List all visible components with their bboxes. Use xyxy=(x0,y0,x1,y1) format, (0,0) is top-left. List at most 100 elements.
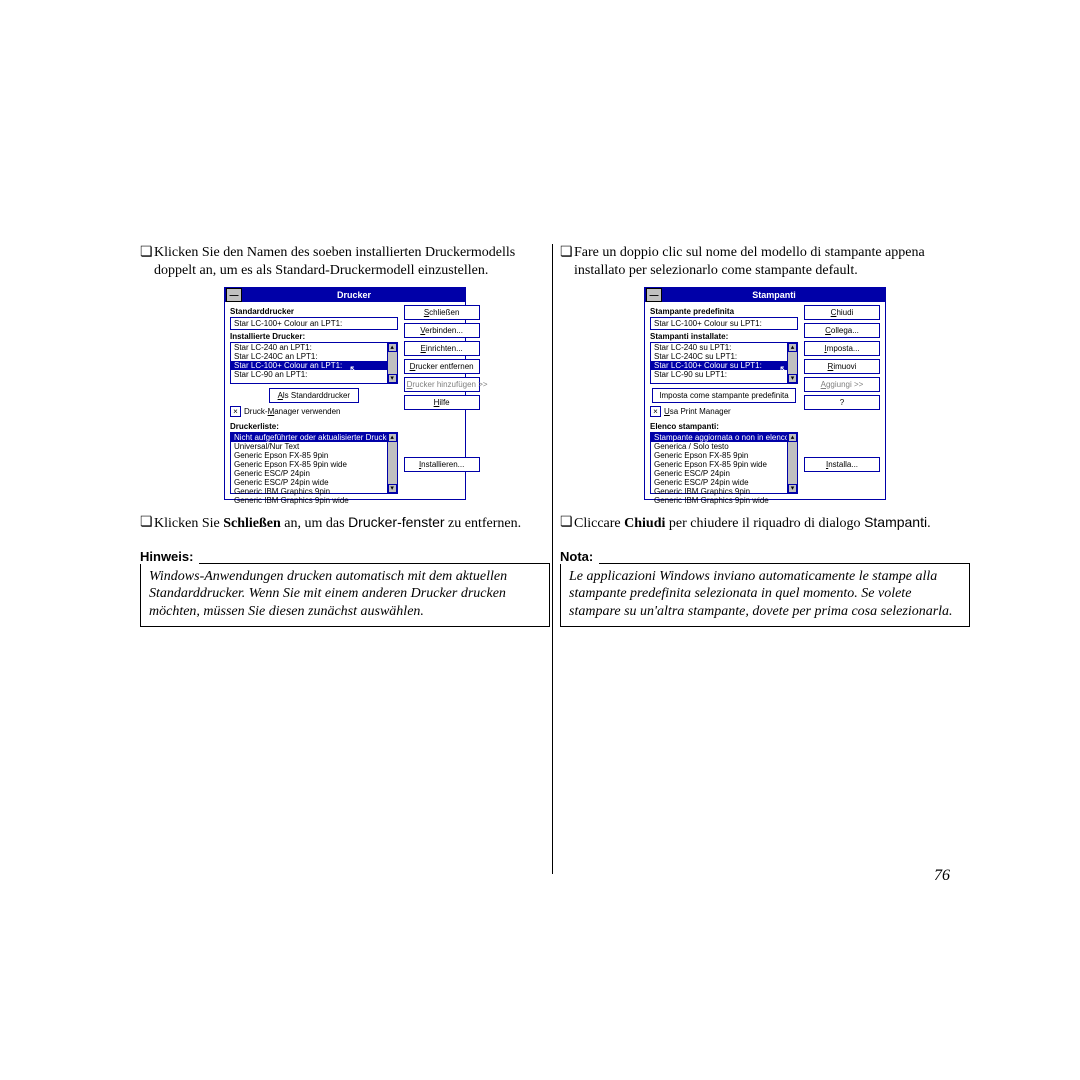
use-print-manager-row[interactable]: × Druck-Manager verwenden xyxy=(230,406,398,417)
list-item[interactable]: Generic ESC/P 24pin xyxy=(651,469,797,478)
side-button: Drucker hinzufügen >> xyxy=(404,377,480,392)
set-default-button[interactable]: Imposta come stampante predefinita xyxy=(652,388,795,403)
scroll-up-icon[interactable]: ▴ xyxy=(388,433,397,442)
installed-printers-list[interactable]: Star LC-240 an LPT1:Star LC-240C an LPT1… xyxy=(230,342,398,384)
left-bullet-1-text: Klicken Sie den Namen des soeben install… xyxy=(154,244,550,279)
drucker-dialog: — Drucker Standarddrucker Star LC-100+ C… xyxy=(224,287,466,500)
list-item[interactable]: Star LC-100+ Colour su LPT1: xyxy=(651,361,797,370)
list-item[interactable]: Star LC-240C an LPT1: xyxy=(231,352,397,361)
side-button[interactable]: Schließen xyxy=(404,305,480,320)
list-item[interactable]: Star LC-240 an LPT1: xyxy=(231,343,397,352)
nota-header: Nota: xyxy=(560,539,970,564)
side-button[interactable]: Drucker entfernen xyxy=(404,359,480,374)
list-item[interactable]: Generic IBM Graphics 9pin xyxy=(231,487,397,496)
list-item[interactable]: Star LC-240 su LPT1: xyxy=(651,343,797,352)
hinweis-header: Hinweis: xyxy=(140,539,550,564)
list-item[interactable]: Generic Epson FX-85 9pin wide xyxy=(651,460,797,469)
driver-list-label: Elenco stampanti: xyxy=(650,422,798,431)
hinweis-label: Hinweis: xyxy=(140,549,199,564)
list-item[interactable]: Generic ESC/P 24pin wide xyxy=(651,478,797,487)
list-item[interactable]: Star LC-90 su LPT1: xyxy=(651,370,797,379)
bullet-icon: ❏ xyxy=(560,244,574,262)
list-item[interactable]: Generic IBM Graphics 9pin wide xyxy=(651,496,797,505)
system-menu-icon[interactable]: — xyxy=(226,288,242,302)
scrollbar[interactable]: ▴ ▾ xyxy=(387,343,397,383)
scrollbar[interactable]: ▴ ▾ xyxy=(787,433,797,493)
driver-list[interactable]: Stampante aggiornata o non in elencoGene… xyxy=(650,432,798,494)
default-printer-label: Standarddrucker xyxy=(230,307,398,316)
dialog-body: Standarddrucker Star LC-100+ Colour an L… xyxy=(225,302,465,499)
scroll-down-icon[interactable]: ▾ xyxy=(388,374,397,383)
side-button[interactable]: Chiudi xyxy=(804,305,880,320)
bullet-icon: ❏ xyxy=(560,514,574,532)
default-printer-field: Star LC-100+ Colour su LPT1: xyxy=(650,317,798,330)
list-item[interactable]: Star LC-100+ Colour an LPT1: xyxy=(231,361,397,370)
use-print-manager-label: Usa Print Manager xyxy=(664,407,731,416)
list-item[interactable]: Generic IBM Graphics 9pin wide xyxy=(231,496,397,505)
scroll-up-icon[interactable]: ▴ xyxy=(388,343,397,352)
list-item[interactable]: Generic ESC/P 24pin xyxy=(231,469,397,478)
dialog-title: Drucker xyxy=(243,290,465,300)
side-button[interactable]: Hilfe xyxy=(404,395,480,410)
checkbox-icon[interactable]: × xyxy=(230,406,241,417)
scrollbar[interactable]: ▴ ▾ xyxy=(387,433,397,493)
left-column: ❏ Klicken Sie den Namen des soeben insta… xyxy=(140,244,550,627)
list-item[interactable]: Generic Epson FX-85 9pin xyxy=(231,451,397,460)
left-bullet-2: ❏ Klicken Sie Schließen an, um das Druck… xyxy=(140,514,550,533)
list-item[interactable]: Nicht aufgeführter oder aktualisierter D… xyxy=(231,433,397,442)
list-item[interactable]: Generic IBM Graphics 9pin xyxy=(651,487,797,496)
list-item[interactable]: Stampante aggiornata o non in elenco xyxy=(651,433,797,442)
scrollbar[interactable]: ▴ ▾ xyxy=(787,343,797,383)
side-button[interactable]: Einrichten... xyxy=(404,341,480,356)
bullet-icon: ❏ xyxy=(140,244,154,262)
scroll-up-icon[interactable]: ▴ xyxy=(788,343,797,352)
list-item[interactable]: Generic Epson FX-85 9pin xyxy=(651,451,797,460)
right-bullet-1: ❏ Fare un doppio clic sul nome del model… xyxy=(560,244,970,279)
install-button[interactable]: Installa... xyxy=(804,457,880,472)
scroll-down-icon[interactable]: ▾ xyxy=(788,484,797,493)
rule xyxy=(599,563,970,564)
right-column: ❏ Fare un doppio clic sul nome del model… xyxy=(560,244,970,627)
list-item[interactable]: Generic Epson FX-85 9pin wide xyxy=(231,460,397,469)
titlebar: — Stampanti xyxy=(645,288,885,302)
driver-list[interactable]: Nicht aufgeführter oder aktualisierter D… xyxy=(230,432,398,494)
list-item[interactable]: Star LC-240C su LPT1: xyxy=(651,352,797,361)
nota-label: Nota: xyxy=(560,549,599,564)
dialog-side-buttons: ChiudiCollega...Imposta...RimuoviAggiung… xyxy=(804,305,880,494)
list-item[interactable]: Universal/Nur Text xyxy=(231,442,397,451)
scroll-up-icon[interactable]: ▴ xyxy=(788,433,797,442)
dialog-body: Stampante predefinita Star LC-100+ Colou… xyxy=(645,302,885,499)
page: ❏ Klicken Sie den Namen des soeben insta… xyxy=(0,0,1080,1080)
default-printer-label: Stampante predefinita xyxy=(650,307,798,316)
install-button[interactable]: Installieren... xyxy=(404,457,480,472)
scroll-down-icon[interactable]: ▾ xyxy=(788,374,797,383)
side-button[interactable]: Rimuovi xyxy=(804,359,880,374)
left-bullet-1: ❏ Klicken Sie den Namen des soeben insta… xyxy=(140,244,550,279)
scroll-down-icon[interactable]: ▾ xyxy=(388,484,397,493)
system-menu-icon[interactable]: — xyxy=(646,288,662,302)
dialog-title: Stampanti xyxy=(663,290,885,300)
side-button[interactable]: Collega... xyxy=(804,323,880,338)
right-bullet-1-text: Fare un doppio clic sul nome del modello… xyxy=(574,244,970,279)
list-item[interactable]: Star LC-90 an LPT1: xyxy=(231,370,397,379)
installed-printers-list[interactable]: Star LC-240 su LPT1:Star LC-240C su LPT1… xyxy=(650,342,798,384)
dialog-main: Standarddrucker Star LC-100+ Colour an L… xyxy=(230,305,404,494)
list-item[interactable]: Generic ESC/P 24pin wide xyxy=(231,478,397,487)
stampanti-dialog: — Stampanti Stampante predefinita Star L… xyxy=(644,287,886,500)
rule xyxy=(199,563,550,564)
hinweis-box: Windows-Anwendungen drucken automatisch … xyxy=(140,564,550,628)
side-button[interactable]: Imposta... xyxy=(804,341,880,356)
right-bullet-2: ❏ Cliccare Chiudi per chiudere il riquad… xyxy=(560,514,970,533)
use-print-manager-row[interactable]: × Usa Print Manager xyxy=(650,406,798,417)
list-item[interactable]: Generica / Solo testo xyxy=(651,442,797,451)
dialog-main: Stampante predefinita Star LC-100+ Colou… xyxy=(650,305,804,494)
checkbox-icon[interactable]: × xyxy=(650,406,661,417)
side-button[interactable]: ? xyxy=(804,395,880,410)
driver-list-label: Druckerliste: xyxy=(230,422,398,431)
installed-printers-label: Installierte Drucker: xyxy=(230,332,398,341)
column-divider xyxy=(552,244,553,874)
set-default-button[interactable]: Als Standarddrucker xyxy=(269,388,360,403)
nota-box: Le applicazioni Windows inviano automati… xyxy=(560,564,970,628)
use-print-manager-label: Druck-Manager verwenden xyxy=(244,407,341,416)
side-button[interactable]: Verbinden... xyxy=(404,323,480,338)
